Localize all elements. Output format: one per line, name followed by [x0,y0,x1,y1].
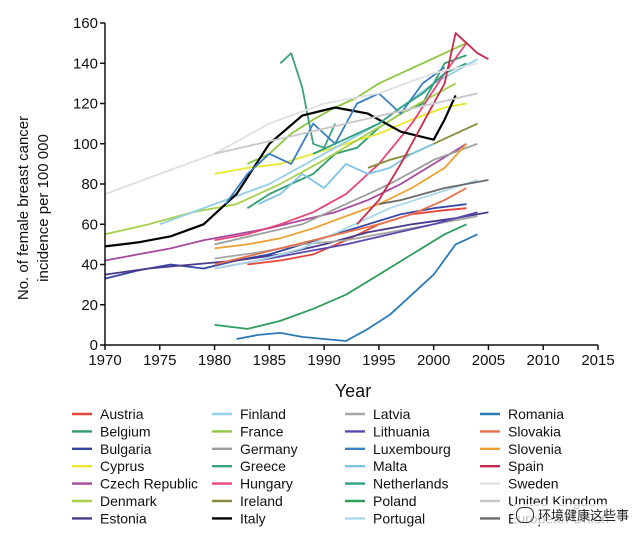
legend-label: Latvia [373,406,411,422]
legend-label: Germany [240,441,298,457]
legend-label: Estonia [100,510,147,526]
series-line-spain [356,32,489,225]
y-tick-label: 40 [81,257,98,274]
x-tick-label: 2015 [581,352,614,369]
legend-label: Denmark [100,493,158,509]
y-tick-label: 100 [73,136,98,153]
y-tick-label: 80 [81,176,98,193]
x-tick-label: 1980 [198,352,231,369]
legend-label: France [240,423,284,439]
series-line-denmark [104,82,457,236]
x-tick-label: 2000 [417,352,450,369]
legend-label: Cyprus [100,458,144,474]
axes [104,23,598,346]
legend-label: Czech Republic [100,476,198,492]
x-tick-label: 1975 [143,352,176,369]
y-tick-label: 20 [81,297,98,314]
legend-label: Slovenia [508,441,562,457]
series-line-slovakia [214,187,467,266]
x-tick-label: 1990 [307,352,340,369]
series-line-slovenia [214,143,468,250]
legend-label: Romania [508,406,564,422]
legend-label: Italy [240,510,266,526]
series-line-portugal [214,179,478,270]
series-line-germany [214,142,478,246]
y-tick-label: 140 [73,55,98,72]
series-line-estonia [104,211,489,276]
legend-label: Luxembourg [373,441,451,457]
series-line-belgium [246,54,467,209]
x-axis-title: Year [335,381,371,401]
series-line-greece [279,52,336,149]
legend-label: Sweden [508,476,559,492]
x-tick-label: 2010 [527,352,560,369]
legend-label: Finland [240,406,286,422]
legend-label: Lithuania [373,423,430,439]
series-line-bulgaria [104,203,467,280]
legend-label: Poland [373,493,417,509]
legend-label: Portugal [373,510,425,526]
series-line-hungary [214,42,468,242]
legend-label: Ireland [240,493,283,509]
series-line-netherlands [312,62,467,155]
y-tick-label: 0 [90,337,98,354]
watermark: 环境健康这些事 [512,504,632,525]
x-tick-label: 2005 [472,352,505,369]
watermark-text: 环境健康这些事 [537,509,629,524]
series-line-luxembourg [224,66,446,205]
legend-label: Greece [240,458,286,474]
y-ticks: 0 20 40 60 80 100 120 140 160 [73,15,105,354]
x-tick-label: 1985 [253,352,286,369]
legend-label: Spain [508,458,544,474]
legend-label: Bulgaria [100,441,152,457]
legend-label: Slovakia [508,423,561,439]
y-tick-label: 160 [73,15,98,32]
series-line-sweden [104,62,478,195]
y-tick-label: 60 [81,216,98,233]
chat-icon [515,506,534,523]
y-axis-title-line-1: No. of female breast cancer [15,116,32,300]
legend-label: Malta [373,458,407,474]
series-line-romania [236,233,478,342]
series-line-united-kingdom [214,92,478,155]
legend-label: Hungary [240,476,293,492]
legend-label: Netherlands [373,476,449,492]
series-line-cyprus [214,102,467,175]
series-line-ireland [367,122,478,169]
legend-label: Austria [100,406,144,422]
series-line-czech-republic [104,143,467,262]
series-line-finland [159,58,478,226]
x-tick-label: 1995 [362,352,395,369]
series-lines [104,32,489,342]
legend-label: Belgium [100,423,151,439]
x-ticks: 1970 1975 1980 1985 1990 1995 2000 2005 2010 2015 [88,345,615,369]
series-line-european-union [378,179,489,205]
x-tick-label: 1970 [88,352,121,369]
series-line-austria [247,207,467,266]
y-tick-label: 120 [73,96,98,113]
series-line-poland [214,223,467,330]
y-axis-title-line-2: incidence per 100 000 [35,134,52,282]
series-line-italy [104,94,457,248]
